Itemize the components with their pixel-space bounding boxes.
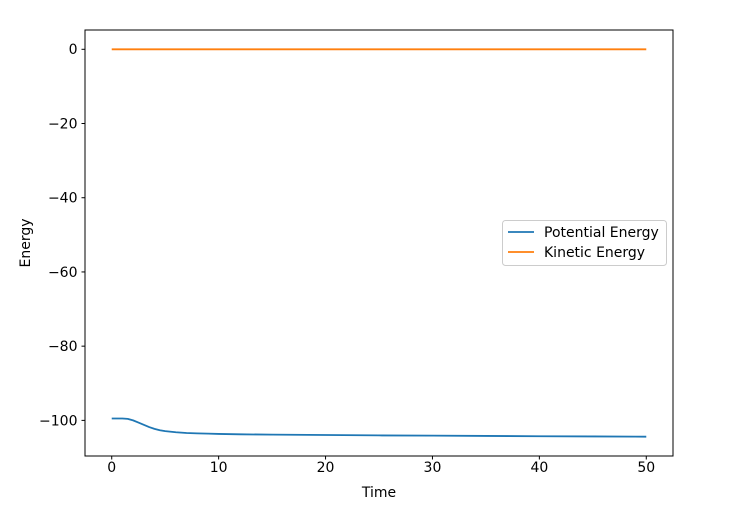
y-tick-label: 0: [69, 42, 78, 58]
y-axis-ticks: 0 −20 −40 −60 −80 −100: [39, 42, 85, 429]
legend-label-potential-energy: Potential Energy: [544, 225, 659, 241]
x-axis-ticks: 0 10 20 30 40 50: [107, 456, 655, 476]
x-tick-label: 40: [530, 460, 548, 476]
series-potential-energy: [111, 417, 647, 438]
axes-spines: [84, 29, 674, 457]
y-tick-label: −40: [48, 191, 78, 207]
x-tick-label: 30: [424, 460, 442, 476]
series-group: [111, 48, 647, 438]
legend-box: [502, 220, 667, 266]
x-tick-label: 0: [107, 460, 116, 476]
x-tick-label: 10: [210, 460, 228, 476]
x-tick-label: 20: [317, 460, 335, 476]
y-axis-label: Energy: [18, 218, 34, 267]
y-tick-label: −20: [48, 116, 78, 132]
legend-label-kinetic-energy: Kinetic Energy: [544, 245, 645, 261]
legend: Potential Energy Kinetic Energy: [502, 220, 667, 266]
y-tick-label: −100: [39, 413, 77, 429]
x-tick-label: 50: [637, 460, 655, 476]
y-tick-label: −60: [48, 265, 78, 281]
x-axis-label: Time: [361, 485, 396, 501]
y-tick-label: −80: [48, 339, 78, 355]
